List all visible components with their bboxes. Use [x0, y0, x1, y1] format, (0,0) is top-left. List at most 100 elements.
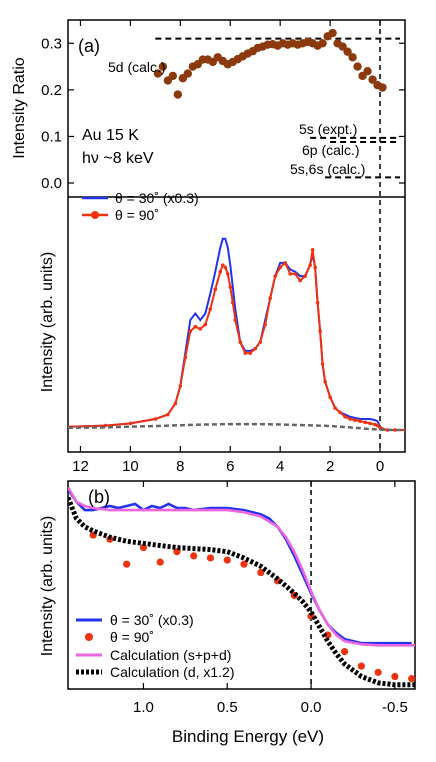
ref-label-5s6s: 5s,6s (calc.)	[290, 161, 365, 177]
spectra-point-red	[315, 300, 320, 305]
edge-x-axis: 1.0 0.5 0.0 -0.5	[133, 481, 408, 716]
ratio-y-label: Intensity Ratio	[11, 57, 28, 158]
spectra-point-red	[258, 340, 263, 344]
edge-point-red	[357, 662, 365, 670]
legend-label-30: θ = 30˚ (x0.3)	[115, 190, 199, 206]
ratio-point	[173, 90, 183, 99]
spectra-point-red	[278, 265, 282, 270]
spectra-point-red	[348, 417, 352, 421]
edge-point-red	[374, 668, 382, 676]
spectra-point-red	[268, 296, 273, 300]
edge-point-red	[190, 552, 198, 560]
spectra-point-red	[293, 272, 297, 276]
spectra-point-red	[166, 412, 170, 417]
spectra-point-red	[320, 362, 325, 366]
spectra-x-tick-label: 2	[326, 458, 334, 475]
legend-b-marker-red	[85, 633, 93, 641]
spectra-point-red	[228, 285, 233, 289]
ratio-point	[153, 69, 163, 78]
spectra-point-red	[353, 418, 357, 422]
spectra-point-red	[253, 346, 258, 351]
panel-a-label: (a)	[78, 36, 100, 56]
edge-x-tick-label: -0.5	[382, 699, 408, 716]
ratio-y-tick-label: 0.0	[41, 175, 62, 192]
legend-marker-red	[91, 211, 99, 219]
legend-b-label-30: θ = 30˚ (x0.3)	[110, 612, 194, 628]
spectra-x-tick-label: 4	[276, 458, 284, 475]
spectra-x-tick-label: 0	[376, 458, 384, 475]
ratio-y-tick-label: 0.2	[41, 82, 62, 99]
spectra-point-red	[318, 329, 322, 333]
spectra-point-red	[173, 401, 178, 406]
spectra-point-red	[218, 269, 223, 274]
ratio-plot	[153, 20, 401, 452]
ref-label-5d: 5d (calc.)	[108, 59, 166, 75]
spectra-point-red	[375, 423, 380, 428]
edge-point-red	[123, 560, 131, 568]
edge-x-tick-label: 1.0	[133, 699, 154, 716]
ratio-point	[328, 28, 337, 38]
spectra-point-red	[313, 265, 317, 270]
spectra-x-tick-label: 12	[72, 458, 89, 475]
spectra-y-label: Intensity (arb. units)	[39, 252, 56, 393]
spectra-point-red	[220, 263, 225, 267]
spectra-point-red	[178, 384, 183, 388]
panel-b-frame	[67, 480, 416, 690]
ref-label-6p: 6p (calc.)	[302, 142, 360, 158]
sample-line-2: hν ~8 keV	[82, 150, 154, 167]
spectra-point-red	[153, 417, 158, 421]
edge-x-tick-label: 0.5	[217, 699, 238, 716]
spectra-point-red	[368, 421, 372, 426]
edge-point-red	[206, 554, 215, 562]
spectra-point-red	[213, 287, 218, 292]
spectra-point-red	[238, 340, 243, 344]
edge-plot	[68, 481, 415, 689]
spectra-x-tick-label: 8	[176, 458, 184, 475]
spectra-point-red	[303, 274, 307, 278]
spectra-point-red	[323, 379, 327, 384]
edge-x-label: Binding Energy (eV)	[172, 727, 324, 746]
ratio-point	[158, 62, 168, 71]
edge-x-tick-label: 0.0	[301, 699, 322, 716]
ratio-point	[318, 39, 327, 48]
spectra-series-red	[68, 249, 405, 431]
spectra-point-red	[298, 278, 302, 283]
ratio-point	[168, 71, 178, 81]
legend-b-label-calc-d: Calculation (d, x1.2)	[110, 664, 235, 680]
spectra-legend: θ = 30˚ (x0.3) θ = 90˚	[82, 190, 199, 223]
spectra-point-red	[183, 355, 188, 360]
ratio-point	[378, 83, 387, 92]
spectra-point-red	[363, 420, 367, 425]
spectra-point-red	[208, 307, 213, 311]
ratio-point	[183, 69, 193, 78]
ratio-y-axis: 0.0 0.1 0.2 0.3	[41, 35, 405, 192]
edge-point-red	[391, 672, 399, 681]
spectra-point-red	[233, 318, 238, 322]
ratio-point	[343, 47, 352, 56]
sample-line-1: Au 15 K	[82, 127, 139, 144]
spectra-point-red	[308, 263, 312, 267]
ratio-point	[353, 62, 362, 71]
spectra-point-red	[225, 272, 230, 276]
ref-label-5s-expt: 5s (expt.)	[299, 121, 357, 137]
legend-b-label-calc-spd: Calculation (s+p+d)	[110, 647, 231, 663]
spectra-x-tick-label: 6	[226, 458, 234, 475]
spectra-point-red	[203, 322, 208, 327]
ratio-point	[363, 67, 372, 76]
spectra-point-red	[248, 351, 253, 355]
spectra-point-red	[273, 274, 277, 278]
spectra-point-red	[243, 351, 248, 355]
spectra-point-red	[263, 322, 268, 327]
spectra-point-red	[188, 329, 193, 333]
spectra-point-red	[328, 395, 332, 399]
ratio-point	[348, 53, 357, 62]
spectra-point-red	[230, 300, 235, 305]
edge-point-red	[223, 556, 231, 564]
edge-point-red	[408, 675, 415, 683]
spectra-point-red	[333, 406, 337, 410]
ratio-point	[368, 75, 377, 84]
panel-a-frame	[67, 19, 406, 453]
ratio-y-tick-label: 0.3	[41, 35, 62, 52]
spectra-point-red	[223, 265, 228, 270]
